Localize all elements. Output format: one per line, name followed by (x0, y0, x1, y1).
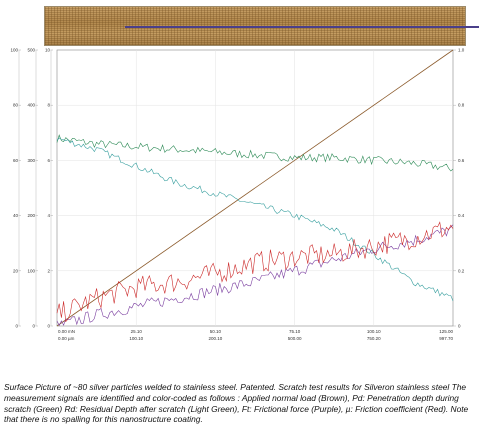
left-tick-label: 4 (47, 213, 50, 218)
left-tick-label: 6 (47, 158, 50, 163)
left-tick-label: 2 (47, 268, 50, 273)
x-tick-label-top: 100.10 (367, 329, 381, 334)
left-tick-label: 100 (27, 268, 35, 273)
x-axis: 0.00 mN 25.10 50.10 75.10 100.10 125.00 0.00 µ… (58, 329, 453, 341)
x-tick-label-top: 25.10 (131, 329, 143, 334)
series-layer (56, 49, 454, 327)
left-tick-label: 500 (27, 48, 35, 53)
left-tick-label: 60 (13, 158, 19, 163)
series-line-4 (56, 224, 454, 327)
x-tick-label-bottom: 0.00 µm (58, 336, 75, 341)
right-tick-label: 0.2 (458, 268, 465, 273)
left-tick-label: 0 (32, 324, 35, 329)
series-line-5 (56, 221, 454, 323)
left-tick-label: 200 (27, 213, 35, 218)
right-axis: 1.0 0.8 0.6 0.4 0.2 0 (453, 48, 465, 329)
x-tick-label-bottom: 500.00 (288, 336, 302, 341)
right-tick-label: 0.4 (458, 213, 465, 218)
figure-caption: Surface Picture of ~80 silver particles … (4, 382, 469, 425)
left-tick-label: 80 (13, 103, 19, 108)
surface-micrograph (44, 6, 479, 46)
x-tick-label-top: 75.10 (289, 329, 301, 334)
left-tick-label: 300 (27, 158, 35, 163)
left-tick-label: 10 (45, 48, 51, 53)
left-tick-label: 8 (47, 103, 50, 108)
x-tick-label-bottom: 997.70 (439, 336, 453, 341)
left-tick-label: 40 (13, 213, 19, 218)
left-tick-label: 0 (15, 324, 18, 329)
right-tick-label: 0.8 (458, 103, 465, 108)
right-tick-label: 0 (458, 324, 461, 329)
x-tick-label-bottom: 100.10 (129, 336, 143, 341)
series-line-3 (56, 137, 454, 302)
grid-lines (57, 50, 453, 326)
x-tick-label-top: 50.10 (210, 329, 222, 334)
right-tick-label: 1.0 (458, 48, 465, 53)
left-tick-label: 20 (13, 268, 19, 273)
series-line-2 (56, 134, 454, 172)
series-line-1 (56, 49, 454, 327)
left-tick-label: 100 (10, 48, 18, 53)
right-tick-label: 0.6 (458, 158, 465, 163)
x-tick-label-bottom: 200.10 (209, 336, 223, 341)
x-tick-label-top: 0.00 mN (58, 329, 75, 334)
left-tick-label: 400 (27, 103, 35, 108)
x-tick-label-bottom: 750.20 (367, 336, 381, 341)
scratch-track (125, 26, 479, 28)
x-tick-label-top: 125.00 (439, 329, 453, 334)
left-tick-label: 0 (47, 324, 50, 329)
